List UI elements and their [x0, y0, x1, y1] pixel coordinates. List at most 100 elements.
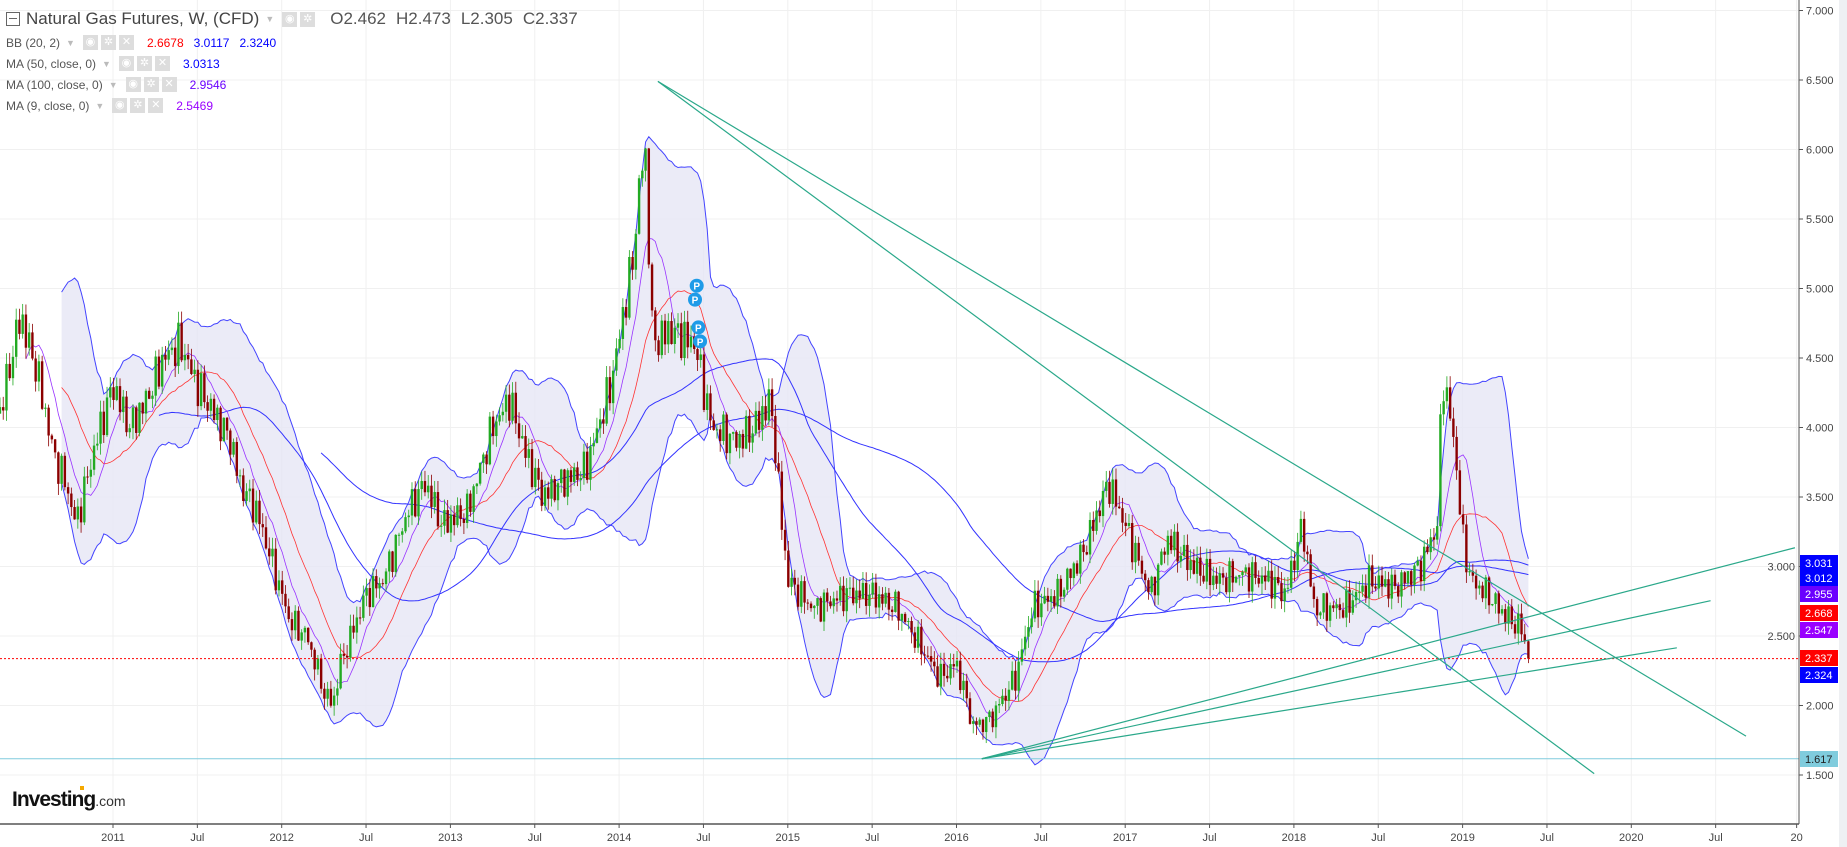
candle-body: [122, 396, 125, 413]
candle-body: [316, 658, 320, 670]
close-icon[interactable]: ✕: [148, 98, 164, 113]
candle-body: [667, 321, 670, 345]
eye-icon[interactable]: ◉: [125, 77, 141, 92]
candle-body: [1458, 470, 1462, 515]
eye-icon[interactable]: ◉: [82, 35, 98, 50]
candle-body: [981, 719, 985, 733]
candle-body: [1507, 606, 1510, 624]
candle-body: [790, 577, 793, 587]
candle-body: [1202, 575, 1205, 582]
eye-icon[interactable]: ◉: [282, 11, 298, 27]
candle-body: [186, 354, 190, 360]
candle-body: [751, 433, 754, 443]
candle-body: [358, 617, 362, 619]
candle-body: [634, 233, 638, 270]
candle-body: [96, 443, 99, 446]
close-icon[interactable]: ✕: [154, 56, 170, 71]
eye-icon[interactable]: ◉: [112, 98, 128, 113]
candle-body: [767, 389, 771, 421]
candle-body: [699, 354, 702, 361]
candle-body: [1384, 579, 1387, 587]
candle-body: [1127, 523, 1131, 526]
candle-body: [997, 703, 1001, 706]
price-tick-label: 4.500: [1806, 353, 1834, 365]
candle-body: [718, 429, 722, 441]
candle-body: [222, 417, 226, 442]
price-tick-label: 6.000: [1806, 145, 1834, 157]
candle-body: [1306, 551, 1309, 555]
candle-body: [725, 414, 728, 454]
event-marker-label: P: [697, 337, 704, 348]
candle-body: [1001, 695, 1004, 704]
candle-body: [754, 410, 758, 434]
time-tick-label: Jul: [1371, 832, 1385, 844]
candle-body: [449, 514, 453, 533]
candle-body: [0, 407, 2, 414]
candle-body: [277, 580, 281, 591]
candle-body: [712, 420, 715, 430]
gear-icon[interactable]: ✲: [143, 77, 159, 92]
chart-legend: Natural Gas Futures, W, (CFD) ▼ ◉ ✲ O2.4…: [6, 6, 578, 116]
candle-body: [1484, 577, 1488, 599]
candle-body: [1351, 600, 1355, 613]
candle-body: [894, 591, 897, 612]
candle-body: [550, 479, 553, 499]
gear-icon[interactable]: ✲: [130, 98, 146, 113]
collapse-icon[interactable]: [6, 12, 20, 26]
candle-body: [816, 598, 819, 606]
eye-icon[interactable]: ◉: [118, 56, 134, 71]
price-label-badge: [1800, 751, 1838, 767]
chevron-down-icon[interactable]: ▼: [265, 14, 275, 24]
candle-body: [1348, 589, 1351, 613]
candle-body: [498, 415, 501, 422]
gear-icon[interactable]: ✲: [136, 56, 152, 71]
candle-body: [141, 402, 144, 414]
candle-body: [1098, 510, 1101, 517]
candle-body: [1189, 560, 1192, 571]
candle-body: [1023, 636, 1027, 650]
price-tick-label: 3.000: [1767, 562, 1795, 574]
candle-body: [336, 688, 339, 696]
candle-body: [27, 332, 31, 348]
close-icon[interactable]: ✕: [118, 35, 134, 50]
candle-body: [1260, 575, 1264, 584]
candle-body: [848, 587, 852, 589]
close-icon[interactable]: ✕: [161, 77, 177, 92]
chevron-down-icon[interactable]: ▼: [66, 37, 75, 48]
candle-body: [1251, 562, 1254, 592]
candle-body: [1199, 557, 1202, 576]
candle-body: [326, 688, 329, 699]
gear-icon[interactable]: ✲: [100, 35, 116, 50]
candle-body: [881, 594, 884, 604]
chevron-down-icon[interactable]: ▼: [108, 79, 118, 90]
candle-body: [916, 626, 920, 648]
ma-100-line: [320, 408, 1529, 623]
candle-body: [709, 393, 712, 421]
candle-body: [1387, 579, 1390, 599]
candle-body: [1147, 580, 1150, 593]
candle-body: [521, 436, 524, 439]
indicator-value: 3.0313: [182, 56, 220, 71]
candle-body: [579, 478, 582, 480]
candle-body: [680, 323, 683, 359]
candle-body: [1367, 565, 1371, 598]
candle-body: [903, 613, 907, 622]
candle-body: [1497, 593, 1501, 614]
time-tick-label: Jul: [528, 832, 542, 844]
candle-body: [1276, 577, 1280, 584]
candle-body: [381, 583, 384, 585]
candle-body: [274, 548, 277, 591]
gear-icon[interactable]: ✲: [300, 11, 316, 27]
candle-body: [339, 653, 342, 689]
chevron-down-icon[interactable]: ▼: [102, 58, 111, 69]
candle-body: [1095, 510, 1098, 531]
candle-body: [868, 594, 871, 606]
candle-body: [511, 392, 514, 421]
trend-line: [981, 547, 1796, 760]
candle-body: [472, 486, 475, 512]
candle-body: [443, 510, 446, 526]
candle-body: [994, 705, 998, 728]
candle-body: [757, 410, 761, 430]
chevron-down-icon[interactable]: ▼: [95, 100, 105, 111]
